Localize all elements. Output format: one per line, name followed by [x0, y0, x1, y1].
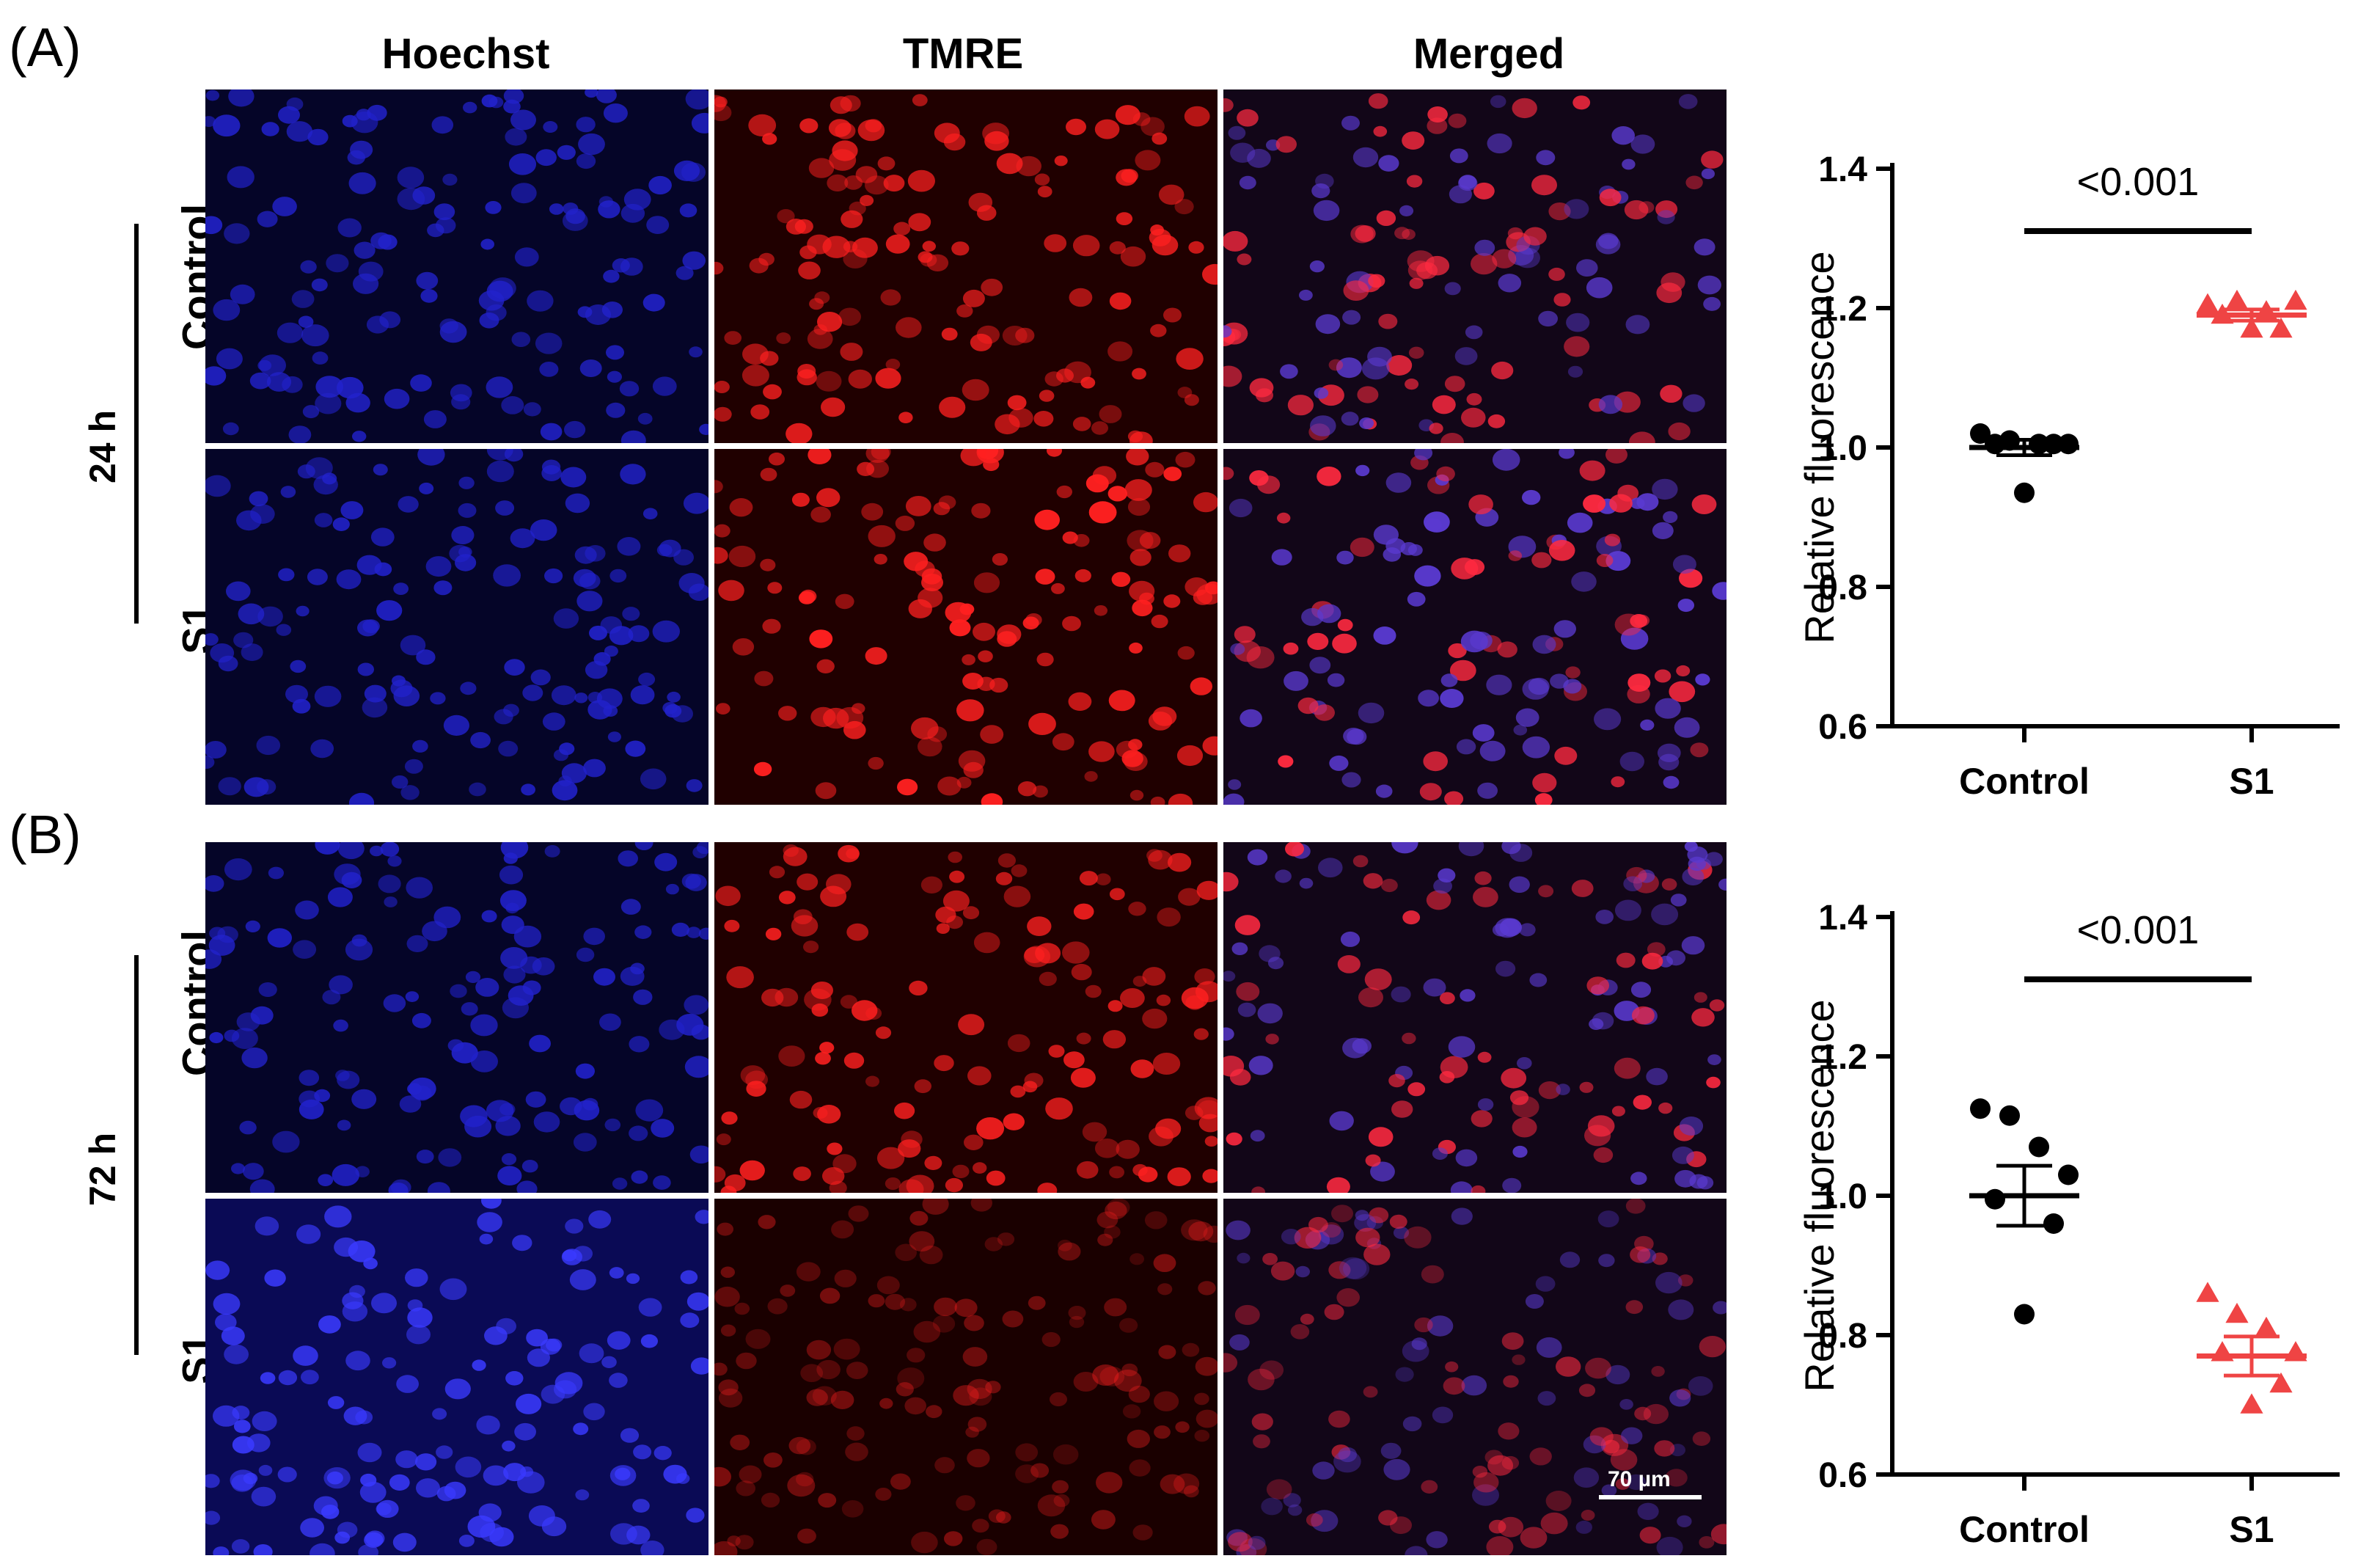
micrograph-a-s1-hoechst: [205, 449, 708, 805]
data-point: [2284, 289, 2307, 310]
data-point: [2255, 1316, 2278, 1337]
y-tick-label: 1.2: [1818, 290, 1867, 329]
y-axis-label: Relative fluorescence: [1796, 999, 1842, 1392]
micrograph-b-s1-tmre: [714, 1199, 1218, 1555]
data-point: [2225, 289, 2249, 310]
micrograph-a-s1-tmre: [714, 449, 1218, 805]
column-header-hoechst: Hoechst: [381, 30, 550, 78]
column-header-tmre: TMRE: [902, 30, 1024, 78]
micrograph-b-control-hoechst: [205, 842, 708, 1193]
y-tick-label: 1.2: [1818, 1038, 1867, 1077]
data-point: [2043, 1213, 2064, 1234]
data-point: [2029, 1136, 2049, 1158]
data-point: [2043, 434, 2064, 455]
data-point: [1970, 1098, 1991, 1119]
micrograph-b-control-tmre: [714, 842, 1218, 1193]
y-tick-label: 0.6: [1818, 1456, 1867, 1495]
time-label-a: 24 h: [82, 409, 123, 484]
scale-bar-line: [1599, 1495, 1702, 1499]
series-s1: [2196, 289, 2307, 338]
series-control: [1969, 423, 2079, 503]
micrograph-b-control-merged: [1223, 842, 1727, 1193]
p-value-annotation: <0.001: [2077, 160, 2200, 204]
x-tick-label: Control: [1959, 761, 2090, 802]
x-tick-label: S1: [2229, 1509, 2274, 1550]
y-axis-label: Relative fluorescence: [1796, 251, 1842, 643]
data-point: [2211, 303, 2234, 324]
chart-panel-b: 0.6 0.8 1.0 1.2 1.4 Control S1 Relative fluores…: [1796, 899, 2340, 1550]
time-group-bracket-b: [134, 955, 139, 1355]
column-header-merged: Merged: [1413, 30, 1565, 78]
data-point: [1970, 423, 1991, 444]
data-point: [1999, 1105, 2020, 1126]
y-tick-label: 1.4: [1818, 899, 1867, 938]
data-point: [2014, 482, 2035, 503]
time-label-b: 72 h: [82, 1132, 123, 1207]
data-point: [2029, 434, 2049, 455]
data-point: [2211, 1341, 2234, 1362]
series-s1: [2196, 1282, 2307, 1414]
data-point: [2225, 1302, 2249, 1323]
y-tick-label: 1.0: [1818, 1177, 1867, 1216]
data-point: [2014, 1304, 2035, 1325]
data-point: [2284, 1341, 2307, 1362]
data-point: [2058, 1164, 2079, 1185]
panel-b-label: (B): [9, 804, 81, 865]
p-value-annotation: <0.001: [2077, 908, 2200, 952]
micrograph-a-control-tmre: [714, 89, 1218, 443]
x-tick-label: Control: [1959, 1509, 2090, 1550]
panel-a-label: (A): [9, 17, 81, 78]
y-tick-label: 0.8: [1818, 569, 1867, 607]
data-point: [2269, 317, 2293, 338]
data-point: [2196, 293, 2219, 313]
data-point: [1985, 1188, 2005, 1210]
y-tick-label: 0.8: [1818, 1317, 1867, 1356]
data-point: [2196, 1282, 2219, 1302]
micrograph-a-s1-merged: [1223, 449, 1727, 805]
micrograph-b-s1-hoechst: [205, 1199, 708, 1555]
micrograph-b-s1-merged: [1223, 1199, 1727, 1555]
y-tick-label: 1.0: [1818, 429, 1867, 468]
micrograph-a-control-merged: [1223, 89, 1727, 443]
data-point: [2240, 317, 2263, 338]
data-point: [2240, 1393, 2263, 1414]
y-tick-label: 1.4: [1818, 150, 1867, 189]
time-group-bracket-a: [134, 224, 139, 624]
data-point: [2058, 434, 2079, 455]
x-tick-label: S1: [2229, 761, 2274, 802]
micrograph-a-control-hoechst: [205, 89, 708, 443]
y-tick-label: 0.6: [1818, 708, 1867, 747]
series-control: [1969, 1098, 2079, 1325]
chart-panel-a: 0.6 0.8 1.0 1.2 1.4 Control S1 Relative fluores…: [1796, 150, 2340, 802]
data-point: [2269, 1372, 2293, 1393]
scale-bar-label: 70 µm: [1608, 1467, 1671, 1491]
data-point: [2255, 300, 2278, 321]
data-point: [1985, 434, 2005, 455]
